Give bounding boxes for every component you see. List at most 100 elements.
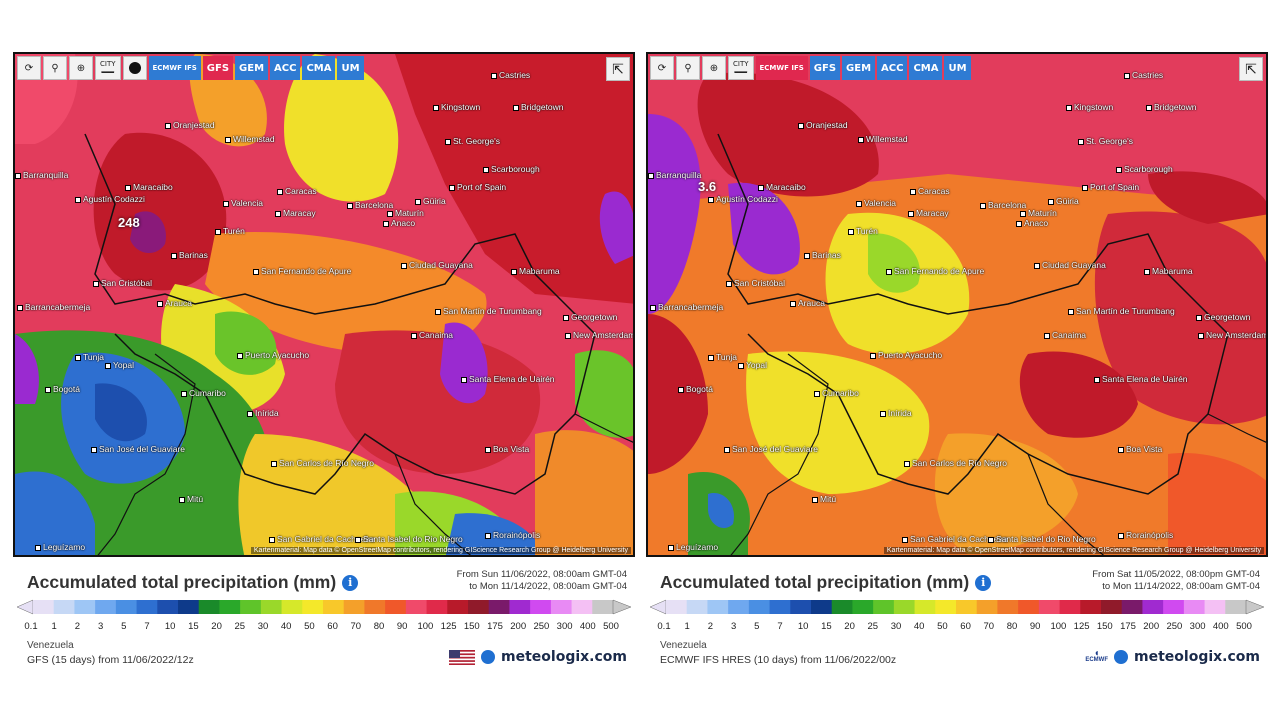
- gfs-precipitation-map[interactable]: ⟳ ⚲ ⊕ CITY ─── ECMWF IFS GFS GEM ACC CMA …: [13, 52, 635, 557]
- zoom-icon[interactable]: ⊕: [69, 56, 93, 80]
- scale-swatch: [426, 600, 448, 614]
- chart-title-text: Accumulated total precipitation (mm): [660, 572, 970, 592]
- model-button-cma[interactable]: CMA: [909, 56, 943, 80]
- city-label: Ciudad Guayana: [401, 260, 473, 270]
- model-button-um[interactable]: UM: [944, 56, 971, 80]
- scale-tick-label: 80: [1006, 621, 1018, 632]
- city-label: Puerto Ayacucho: [237, 350, 309, 360]
- scale-tick-label: 50: [937, 621, 948, 632]
- city-label: Port of Spain: [1082, 182, 1139, 192]
- model-button-acc[interactable]: ACC: [270, 56, 301, 80]
- scale-swatch: [488, 600, 510, 614]
- city-toggle-button[interactable]: CITY ───: [728, 56, 754, 80]
- scale-tick-label: 0.1: [657, 621, 671, 632]
- scale-swatch: [33, 600, 55, 614]
- info-icon[interactable]: i: [342, 575, 359, 592]
- city-label: Canaima: [1044, 330, 1086, 340]
- map-attribution: Kartenmaterial: Map data © OpenStreetMap…: [250, 547, 631, 554]
- scale-swatch: [852, 600, 874, 614]
- city-label: San Carlos de Río Negro: [904, 458, 1007, 468]
- city-label: Willemstad: [225, 134, 275, 144]
- info-icon[interactable]: i: [975, 575, 992, 592]
- color-scale-ticks: 0.1 1 2 3 5 7 10 15 20 25 30 40 50 60 70 80 90 100 125 150 1…: [657, 621, 1252, 633]
- city-label: Mabaruma: [1144, 266, 1193, 276]
- model-run-label: ECMWF IFS HRES (10 days) from 11/06/2022…: [660, 654, 897, 666]
- city-label: Maracay: [275, 208, 316, 218]
- city-label: Scarborough: [1116, 164, 1173, 174]
- city-label: San Gabriel da Cachoeira: [902, 534, 1008, 544]
- scale-tick-label: 90: [396, 621, 408, 632]
- city-label: Maracay: [908, 208, 949, 218]
- gfs-map-canvas: [15, 54, 633, 555]
- city-label: St. George's: [1078, 136, 1133, 146]
- scale-swatch: [769, 600, 791, 614]
- scale-swatch: [302, 600, 324, 614]
- chart-title: Accumulated total precipitation (mm) i: [27, 572, 359, 593]
- city-toggle-label: CITY: [733, 60, 749, 68]
- brand-text: meteologix.com: [1134, 649, 1260, 665]
- us-flag-icon: [449, 649, 476, 665]
- share-icon[interactable]: ⇱: [606, 57, 630, 81]
- city-label: San Cristóbal: [93, 278, 152, 288]
- scale-tick-label: 20: [211, 621, 222, 632]
- model-button-ecmwf[interactable]: ECMWF IFS: [148, 56, 201, 80]
- share-icon[interactable]: ⇱: [1239, 57, 1263, 81]
- ecmwf-toolbar: ⟳ ⚲ ⊕ CITY ─── ECMWF IFS GFS GEM ACC CMA …: [650, 56, 971, 80]
- color-scale-bar: [649, 599, 1265, 615]
- scale-tick-label: 70: [983, 621, 995, 632]
- map-pin-icon[interactable]: ⚲: [43, 56, 67, 80]
- zoom-icon[interactable]: ⊕: [702, 56, 726, 80]
- region-label: Venezuela: [27, 640, 74, 651]
- model-button-um[interactable]: UM: [337, 56, 364, 80]
- meteologix-logo-icon: [481, 650, 496, 664]
- scale-tick-label: 30: [890, 621, 902, 632]
- model-button-cma[interactable]: CMA: [302, 56, 336, 80]
- brand[interactable]: meteologix.com: [449, 649, 627, 665]
- model-button-gfs[interactable]: GFS: [809, 56, 841, 80]
- color-scale-bar: [16, 599, 632, 615]
- scale-swatch: [1204, 600, 1226, 614]
- model-run-label: GFS (15 days) from 11/06/2022/12z: [27, 654, 194, 666]
- ecmwf-precipitation-map[interactable]: ⟳ ⚲ ⊕ CITY ─── ECMWF IFS GFS GEM ACC CMA …: [646, 52, 1268, 557]
- scale-tick-label: 100: [417, 621, 434, 632]
- city-label: Mitú: [812, 494, 836, 504]
- color-scale-ticks: 0.1 1 2 3 5 7 10 15 20 25 30 40 50 60 70 80 90 100 125 150 1…: [24, 621, 619, 633]
- brand[interactable]: ◖ ECMWF meteologix.com: [1085, 649, 1260, 666]
- city-label: Barinas: [171, 250, 208, 260]
- scale-tick-label: 5: [121, 621, 127, 632]
- city-label: San Fernando de Apure: [886, 266, 984, 276]
- scale-swatch: [748, 600, 771, 614]
- model-button-gfs[interactable]: GFS: [202, 56, 234, 80]
- city-toggle-button[interactable]: CITY ───: [95, 56, 121, 80]
- max-value-label: 3.6: [698, 179, 717, 194]
- scale-tick-label: 400: [1212, 621, 1229, 632]
- city-label: Puerto Ayacucho: [870, 350, 942, 360]
- black-dot-icon[interactable]: [122, 56, 147, 80]
- refresh-icon[interactable]: ⟳: [650, 56, 674, 80]
- model-button-ecmwf[interactable]: ECMWF IFS: [755, 56, 808, 80]
- city-label: San Gabriel da Cachoeira: [269, 534, 375, 544]
- city-label: Maturín: [1020, 208, 1057, 218]
- city-label: Ciudad Guayana: [1034, 260, 1106, 270]
- scale-swatch: [1183, 600, 1206, 614]
- scale-tick-label: 2: [707, 621, 714, 632]
- scale-tick-label: 50: [304, 621, 315, 632]
- city-label: Barranquilla: [648, 170, 701, 180]
- scale-tick-label: 100: [1050, 621, 1067, 632]
- city-label: Georgetown: [1196, 312, 1250, 322]
- model-button-gem[interactable]: GEM: [235, 56, 269, 80]
- map-pin-icon[interactable]: ⚲: [676, 56, 700, 80]
- scale-tick-label: 0.1: [24, 621, 38, 632]
- city-label: Arauca: [790, 298, 825, 308]
- city-label: Leguízamo: [35, 542, 85, 552]
- map-attribution: Kartenmaterial: Map data © OpenStreetMap…: [883, 547, 1264, 554]
- city-label: Castries: [1124, 70, 1163, 80]
- refresh-icon[interactable]: ⟳: [17, 56, 41, 80]
- scale-swatch: [468, 600, 490, 614]
- model-button-acc[interactable]: ACC: [877, 56, 908, 80]
- scale-tick-label: 125: [440, 621, 457, 632]
- scale-tick-label: 60: [327, 621, 338, 632]
- scale-swatch: [115, 600, 138, 614]
- model-button-gem[interactable]: GEM: [842, 56, 876, 80]
- scale-swatch: [550, 600, 573, 614]
